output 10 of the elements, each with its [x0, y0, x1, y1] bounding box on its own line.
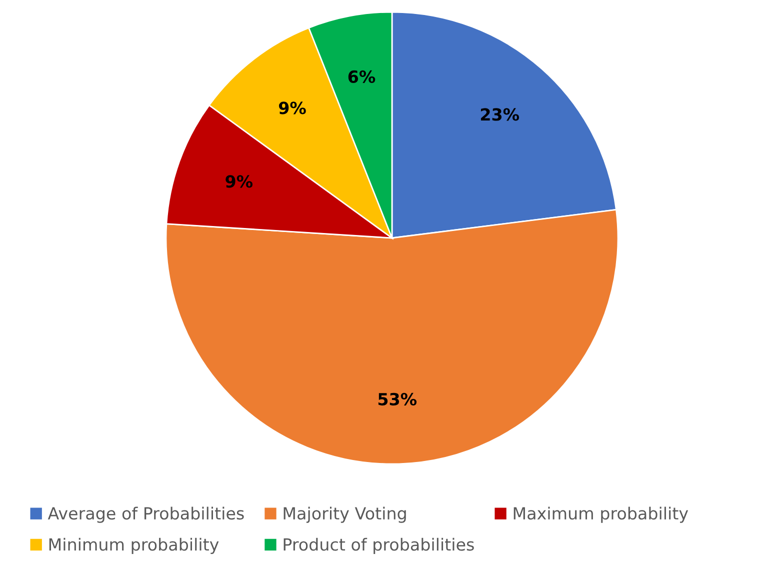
legend-label: Majority Voting	[284, 506, 406, 523]
legend-label: Product of probabilities	[284, 538, 474, 554]
data-label: 23%	[480, 108, 520, 121]
legend-label: Minimum probability	[49, 538, 219, 554]
data-label: 9%	[226, 175, 253, 188]
data-label: 6%	[348, 70, 376, 83]
data-label: 9%	[278, 102, 306, 114]
data-label: 53%	[378, 392, 417, 406]
legend-label: Maximum probability	[514, 506, 688, 523]
legend-label: Average of Probabilities	[48, 506, 244, 523]
